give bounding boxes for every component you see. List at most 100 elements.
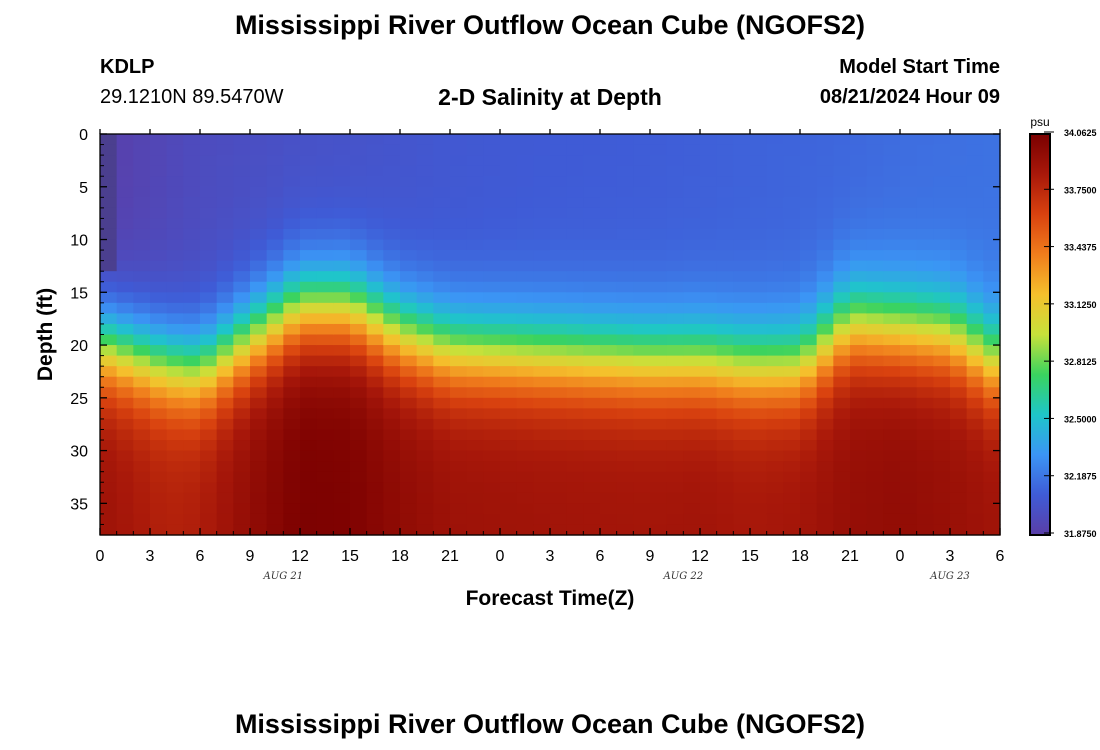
heatmap-cell [883, 408, 901, 420]
heatmap-cell [950, 418, 968, 431]
heatmap-cell [500, 302, 518, 314]
heatmap-cell [416, 186, 434, 198]
heatmap-cell [433, 397, 451, 409]
heatmap-cell [883, 503, 901, 515]
heatmap-cell [183, 482, 201, 494]
heatmap-cell [300, 186, 318, 198]
heatmap-cell [433, 323, 451, 336]
heatmap-cell [600, 450, 618, 462]
heatmap-cell [150, 165, 168, 177]
heatmap-cell [416, 387, 434, 399]
heatmap-cell [533, 218, 551, 230]
heatmap-cell [733, 271, 751, 283]
heatmap-cell [850, 429, 868, 441]
heatmap-cell [683, 366, 701, 378]
heatmap-cell [833, 429, 851, 441]
heatmap-cell [683, 250, 701, 262]
heatmap-cell [250, 513, 268, 526]
heatmap-cell [933, 197, 951, 209]
heatmap-cell [433, 513, 451, 526]
heatmap-cell [516, 471, 534, 483]
heatmap-cell [550, 450, 568, 462]
heatmap-cell [533, 197, 551, 209]
heatmap-cell [166, 260, 184, 272]
heatmap-cell [483, 260, 501, 272]
x-tick-label: 3 [146, 548, 155, 565]
heatmap-cell [833, 524, 851, 536]
heatmap-cell [200, 176, 218, 188]
heatmap-cell [116, 345, 134, 357]
heatmap-cell [333, 366, 351, 378]
heatmap-cell [100, 134, 118, 146]
heatmap-cell [550, 250, 568, 262]
heatmap-cell [983, 176, 1001, 188]
heatmap-cell [516, 165, 534, 177]
heatmap-cell [516, 492, 534, 504]
heatmap-cell [716, 482, 734, 494]
heatmap-cell [283, 165, 301, 177]
heatmap-cell [666, 492, 684, 504]
heatmap-cell [383, 218, 401, 230]
heatmap-cell [750, 302, 768, 314]
heatmap-cell [266, 250, 284, 262]
x-tick-label: 3 [546, 548, 555, 565]
heatmap-cell [883, 134, 901, 146]
heatmap-cell [516, 524, 534, 536]
heatmap-cell [850, 387, 868, 399]
heatmap-cell [600, 134, 618, 146]
heatmap-cell [350, 513, 368, 526]
heatmap-cell [450, 260, 468, 272]
heatmap-cell [650, 366, 668, 378]
heatmap-cell [283, 513, 301, 526]
heatmap-cell [950, 144, 968, 156]
heatmap-cell [616, 165, 634, 177]
heatmap-cell [783, 228, 801, 241]
heatmap-cell [950, 440, 968, 452]
heatmap-cell [816, 482, 834, 494]
heatmap-cell [583, 323, 601, 336]
heatmap-cell [916, 376, 934, 388]
heatmap-cell [116, 197, 134, 209]
heatmap-cell [216, 355, 234, 367]
heatmap-cell [400, 302, 418, 314]
heatmap-cell [500, 334, 518, 346]
heatmap-cell [200, 450, 218, 462]
heatmap-cell [900, 144, 918, 156]
heatmap-cell [233, 492, 251, 504]
heatmap-cell [566, 492, 584, 504]
heatmap-cell [733, 281, 751, 293]
heatmap-cell [250, 387, 268, 399]
heatmap-cell [166, 239, 184, 251]
heatmap-cell [650, 292, 668, 304]
heatmap-cell [783, 250, 801, 262]
heatmap-cell [950, 408, 968, 420]
heatmap-cell [683, 387, 701, 399]
heatmap-cell [750, 366, 768, 378]
heatmap-cell [750, 334, 768, 346]
heatmap-cell [350, 524, 368, 536]
heatmap-cell [550, 271, 568, 283]
heatmap-cell [950, 492, 968, 504]
heatmap-cell [183, 440, 201, 452]
heatmap-cell [383, 260, 401, 272]
heatmap-cell [266, 524, 284, 536]
heatmap-cell [500, 355, 518, 367]
heatmap-cell [200, 408, 218, 420]
heatmap-cell [633, 218, 651, 230]
heatmap-cell [750, 429, 768, 441]
heatmap-cell [266, 503, 284, 515]
heatmap-cell [416, 250, 434, 262]
heatmap-cell [716, 397, 734, 409]
heatmap-cell [650, 376, 668, 388]
heatmap-cell [450, 323, 468, 336]
heatmap-cell [616, 207, 634, 220]
heatmap-cell [616, 313, 634, 325]
heatmap-cell [583, 281, 601, 293]
heatmap-cell [900, 239, 918, 251]
heatmap-cell [366, 218, 384, 230]
heatmap-cell [333, 292, 351, 304]
heatmap-cell [933, 471, 951, 483]
heatmap-cell [750, 228, 768, 241]
heatmap-cell [700, 524, 718, 536]
heatmap-cell [933, 366, 951, 378]
